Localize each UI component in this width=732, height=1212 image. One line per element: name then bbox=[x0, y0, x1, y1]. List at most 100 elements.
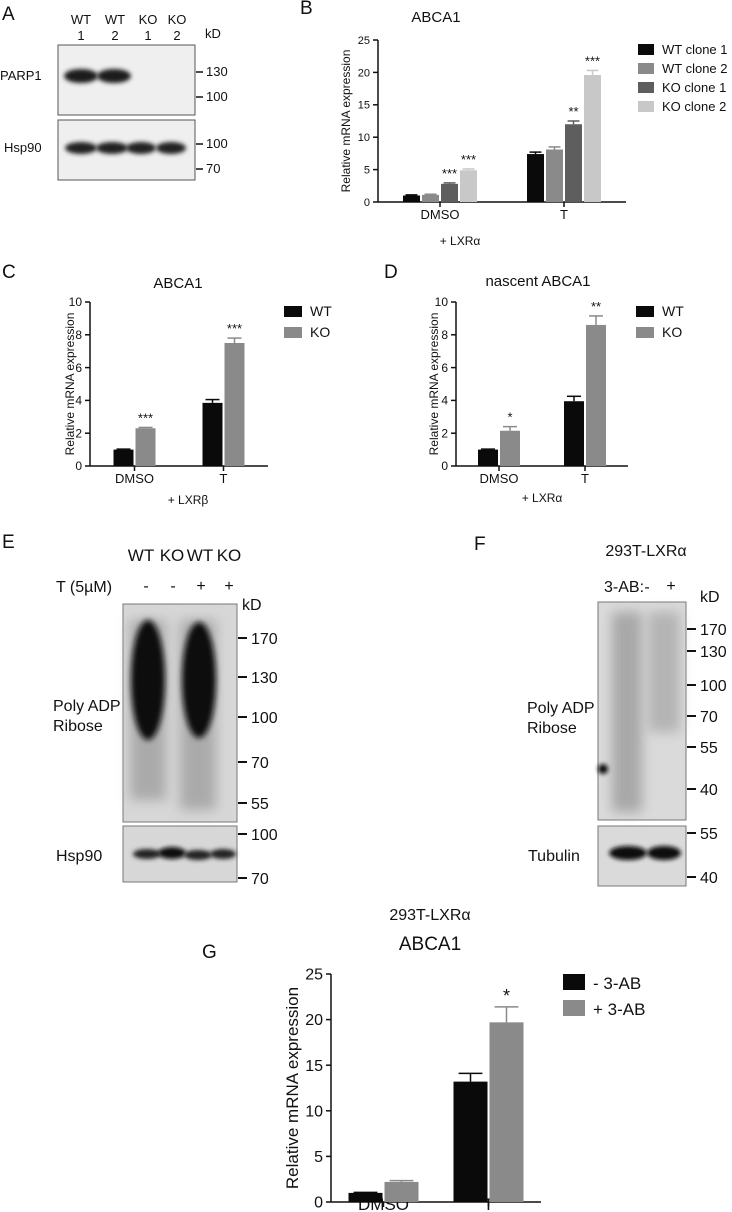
significance-label: ** bbox=[591, 299, 601, 314]
bar bbox=[489, 1022, 524, 1202]
blot-label-poly-adp-ribose: Poly ADP Ribose bbox=[527, 700, 599, 737]
y-tick-label: 25 bbox=[305, 967, 323, 984]
y-tick-label: 10 bbox=[435, 295, 449, 309]
marker-label: 55 bbox=[251, 796, 269, 813]
kd-label: kD bbox=[242, 597, 262, 614]
blot-band bbox=[184, 850, 212, 860]
lane-label: WT bbox=[187, 546, 213, 565]
treatment-label: 3-AB: bbox=[604, 579, 644, 596]
legend-swatch bbox=[563, 974, 585, 990]
blot-band bbox=[126, 142, 156, 154]
legend-label: KO bbox=[310, 324, 330, 340]
legend-swatch bbox=[284, 306, 302, 317]
lane-label: KO bbox=[139, 12, 158, 27]
y-tick-label: 6 bbox=[441, 361, 448, 375]
y-tick-label: 20 bbox=[358, 67, 370, 79]
blot-label-poly-adp-ribose: Poly ADP Ribose bbox=[53, 698, 125, 735]
bar bbox=[202, 402, 223, 466]
treatment-label: T (5µM) bbox=[56, 579, 112, 596]
marker-label: 70 bbox=[251, 755, 269, 772]
x-tick-label: T bbox=[220, 471, 228, 486]
marker-label: 100 bbox=[700, 678, 727, 695]
y-tick-label: 2 bbox=[441, 426, 448, 440]
chart-c: C ABCA1 0 2 4 6 8 10 Relative mRNA expression DMS… bbox=[2, 262, 332, 507]
y-tick-label: 25 bbox=[358, 35, 370, 47]
legend-swatch bbox=[563, 1000, 585, 1016]
blot-label-line: Poly ADP bbox=[527, 700, 594, 717]
chart-title: ABCA1 bbox=[153, 275, 202, 292]
y-tick-label: 4 bbox=[441, 394, 448, 408]
treatment-sign: + bbox=[666, 578, 675, 595]
bar bbox=[500, 430, 520, 466]
bar bbox=[460, 170, 477, 202]
significance-label: *** bbox=[585, 53, 600, 68]
significance-label: * bbox=[503, 986, 510, 1006]
treatment-sign: - bbox=[143, 578, 148, 595]
marker-label: 55 bbox=[700, 740, 718, 757]
lane-label: WT bbox=[71, 12, 91, 27]
y-tick-label: 0 bbox=[75, 459, 82, 473]
blot-label-line: Poly ADP bbox=[53, 698, 120, 715]
y-tick-label: 2 bbox=[75, 426, 82, 440]
lane-label: KO bbox=[168, 12, 187, 27]
blot-band bbox=[96, 142, 128, 154]
marker-label: 70 bbox=[251, 871, 269, 888]
treatment-sign: - bbox=[170, 578, 175, 595]
lane-label: WT bbox=[128, 546, 154, 565]
y-tick-label: 4 bbox=[75, 394, 82, 408]
treatment-sign: - bbox=[644, 579, 649, 596]
panel-letter: C bbox=[2, 262, 16, 283]
legend-swatch bbox=[636, 327, 654, 338]
bar bbox=[224, 343, 245, 466]
blot-label-tubulin: Tubulin bbox=[528, 848, 580, 865]
bar bbox=[348, 1192, 383, 1202]
bar bbox=[586, 324, 606, 466]
panel-letter: B bbox=[300, 0, 313, 19]
panel-f: F 293T-LXRα 3-AB: - + kD Poly ADP Ribose… bbox=[474, 534, 727, 887]
bar bbox=[478, 449, 498, 466]
panel-e-letter: E bbox=[2, 532, 15, 553]
marker-label: 40 bbox=[700, 782, 718, 799]
legend-label: KO bbox=[662, 324, 682, 340]
chart-b: B ABCA1 0 5 10 15 20 25 Relative mRNA expression… bbox=[300, 0, 728, 248]
chart-title: ABCA1 bbox=[399, 934, 461, 955]
blot-band bbox=[156, 142, 186, 154]
panel-f-letter: F bbox=[474, 534, 486, 555]
legend-swatch bbox=[638, 44, 654, 55]
lane-number: 2 bbox=[111, 28, 118, 43]
bar bbox=[564, 401, 584, 466]
panel-a: A WT 1 WT 2 KO 1 KO 2 kD PARP1 130 100 H… bbox=[0, 4, 228, 181]
y-tick-label: 15 bbox=[358, 100, 370, 112]
y-axis-label: Relative mRNA expression bbox=[283, 987, 302, 1189]
bar bbox=[441, 183, 458, 202]
blot-band bbox=[609, 846, 647, 860]
marker-label: 70 bbox=[700, 709, 718, 726]
marker-label: 100 bbox=[206, 136, 228, 151]
panel-f-title: 293T-LXRα bbox=[605, 543, 686, 560]
treatment-sign: + bbox=[224, 578, 233, 595]
lane-number: 1 bbox=[144, 28, 151, 43]
legend-label: WT bbox=[662, 303, 684, 319]
x-tick-label: T bbox=[483, 1195, 493, 1212]
kd-label: kD bbox=[700, 589, 720, 606]
y-axis-label: Relative mRNA expression bbox=[427, 313, 441, 456]
blot-band bbox=[598, 764, 608, 774]
x-tick-label: DMSO bbox=[480, 471, 519, 486]
legend-label: + 3-AB bbox=[593, 1000, 645, 1019]
blot-band bbox=[210, 849, 236, 859]
chart-title: nascent ABCA1 bbox=[485, 273, 590, 290]
blot-band bbox=[133, 849, 161, 859]
legend-label: KO clone 2 bbox=[662, 99, 726, 114]
bar bbox=[422, 194, 439, 202]
treatment-sign: + bbox=[196, 578, 205, 595]
y-tick-label: 8 bbox=[441, 328, 448, 342]
y-tick-label: 0 bbox=[441, 459, 448, 473]
legend-swatch bbox=[636, 306, 654, 317]
blot-label-hsp90: Hsp90 bbox=[56, 848, 102, 865]
y-tick-label: 6 bbox=[75, 361, 82, 375]
y-axis-label: Relative mRNA expression bbox=[63, 313, 77, 456]
marker-label: 170 bbox=[251, 631, 278, 648]
